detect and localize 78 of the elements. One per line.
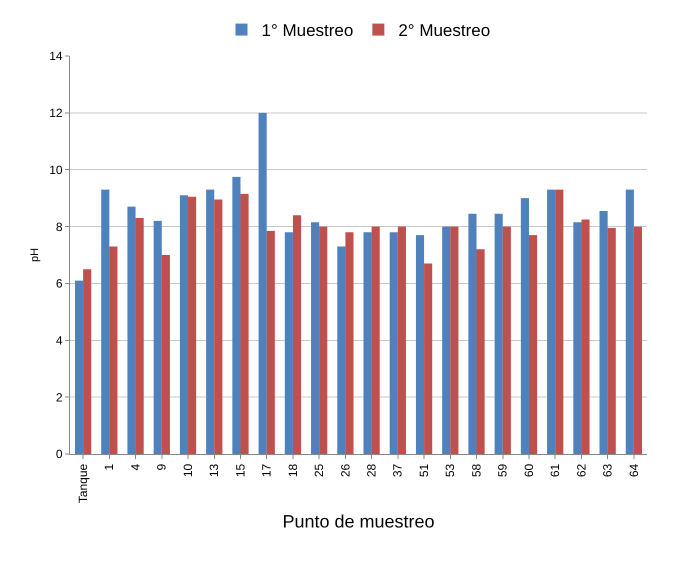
x-tick-label: 13 xyxy=(207,463,222,478)
bar xyxy=(608,228,616,454)
bar xyxy=(206,190,214,454)
bar xyxy=(214,200,222,454)
y-tick-label: 2 xyxy=(56,390,63,404)
bar xyxy=(162,255,170,454)
y-tick-label: 4 xyxy=(56,333,63,348)
x-axis-title: Punto de muestreo xyxy=(282,511,435,532)
bar xyxy=(520,198,529,454)
bar xyxy=(240,194,249,454)
x-tick-label: 26 xyxy=(338,463,352,478)
bar xyxy=(581,219,590,454)
bar xyxy=(83,269,92,454)
y-tick-label: 8 xyxy=(56,220,63,234)
bar xyxy=(127,206,136,454)
bar xyxy=(398,226,406,454)
bar xyxy=(101,190,110,454)
y-tick-label: 0 xyxy=(56,447,63,462)
bar xyxy=(424,264,432,454)
x-tick-label: 1 xyxy=(102,463,116,470)
x-tick-label: 37 xyxy=(390,463,405,478)
y-tick-label: 14 xyxy=(49,49,63,64)
legend-label: 1° Muestreo xyxy=(262,21,354,40)
x-tick-label: 60 xyxy=(522,463,536,478)
bar xyxy=(337,246,346,454)
bar xyxy=(345,232,354,454)
x-tick-label: 59 xyxy=(496,463,510,478)
y-axis-title: pH xyxy=(29,248,41,262)
legend-label: 2° Muestreo xyxy=(398,21,490,40)
y-tick-label: 10 xyxy=(49,162,63,177)
bar xyxy=(600,210,608,454)
bar xyxy=(292,215,302,454)
x-tick-label: 17 xyxy=(260,463,274,478)
bar xyxy=(528,235,538,454)
bar xyxy=(266,230,275,454)
x-tick-label: 63 xyxy=(600,463,615,478)
x-tick-label: 64 xyxy=(626,463,641,478)
bar xyxy=(634,226,642,454)
bar xyxy=(502,226,511,454)
bar xyxy=(416,235,424,454)
bar xyxy=(258,112,267,454)
bar xyxy=(180,195,188,454)
bar xyxy=(284,232,293,454)
x-tick-label: 15 xyxy=(233,463,248,478)
bar xyxy=(311,222,320,454)
x-tick-label: 4 xyxy=(128,463,142,470)
bar xyxy=(494,214,503,454)
x-tick-label: 10 xyxy=(180,463,195,478)
y-tick-label: 12 xyxy=(49,106,63,120)
bar xyxy=(573,222,582,454)
x-tick-label: 61 xyxy=(548,463,562,478)
bar xyxy=(136,218,144,454)
bar xyxy=(319,226,328,454)
bar xyxy=(626,190,634,454)
bar xyxy=(547,190,556,454)
x-tick-label: 51 xyxy=(416,463,431,478)
bar xyxy=(476,249,485,454)
y-tick-label: 6 xyxy=(56,276,63,291)
bar xyxy=(154,220,162,454)
bar xyxy=(232,176,240,454)
bar xyxy=(468,214,477,454)
x-tick-label: 28 xyxy=(364,463,379,478)
x-tick-label: 25 xyxy=(312,463,326,478)
x-tick-label: Tanque xyxy=(76,463,90,504)
bar xyxy=(188,196,196,454)
bar xyxy=(555,190,564,454)
bar xyxy=(109,246,118,454)
bar xyxy=(450,226,458,454)
bar xyxy=(372,226,380,454)
x-tick-label: 62 xyxy=(574,463,588,478)
bar xyxy=(390,232,398,454)
bar xyxy=(442,226,450,454)
x-tick-label: 53 xyxy=(443,463,458,478)
x-tick-label: 58 xyxy=(469,463,484,478)
bar xyxy=(74,280,84,454)
x-tick-label: 9 xyxy=(154,463,169,470)
bar xyxy=(363,232,372,454)
x-tick-label: 18 xyxy=(286,463,300,478)
